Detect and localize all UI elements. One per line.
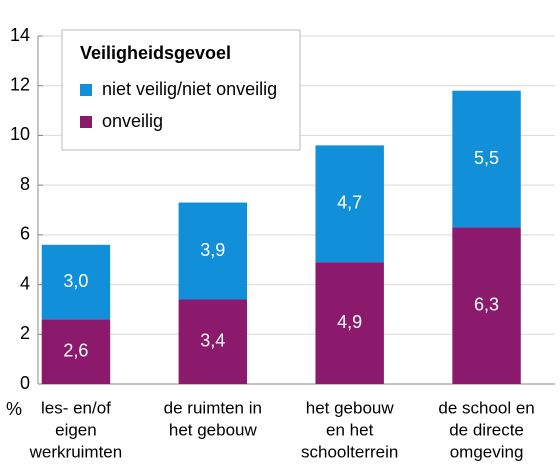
y-tick-label: 0: [20, 373, 30, 393]
y-axis-label: %: [6, 399, 22, 419]
legend-title: Veiligheidsgevoel: [80, 43, 231, 63]
bar-segment: [315, 145, 384, 263]
y-tick-label: 14: [10, 25, 30, 45]
legend-swatch: [80, 84, 92, 96]
x-tick-label: schoolterrein: [301, 442, 398, 461]
bar-segment: [315, 262, 384, 384]
y-tick-label: 12: [10, 74, 30, 94]
bar-segment: [41, 244, 111, 320]
legend-label: onveilig: [102, 111, 163, 131]
data-label: 3,0: [63, 271, 88, 291]
data-label: 6,3: [474, 294, 499, 314]
x-tick-label: het gebouw: [169, 420, 258, 439]
data-label: 3,4: [200, 330, 225, 350]
x-tick-label: eigen: [55, 420, 97, 439]
bar-segment: [452, 227, 521, 384]
bar-segment: [452, 90, 521, 228]
x-tick-label: het gebouw: [306, 398, 395, 417]
x-tick-label: de school en: [438, 398, 534, 417]
bar-segment: [178, 299, 248, 384]
data-label: 5,5: [474, 148, 499, 168]
data-label: 2,6: [63, 340, 88, 360]
data-label: 4,9: [337, 312, 362, 332]
legend-box: [61, 29, 301, 151]
x-tick-label: les- en/of: [41, 398, 111, 417]
x-tick-label: en het: [326, 420, 374, 439]
bar-segment: [41, 319, 111, 384]
x-tick-label: de directe: [449, 420, 524, 439]
data-label: 3,9: [200, 240, 225, 260]
x-tick-label: de ruimten in: [164, 398, 262, 417]
y-tick-label: 8: [20, 174, 30, 194]
y-tick-label: 4: [20, 273, 30, 293]
data-label: 4,7: [337, 193, 362, 213]
bar-segment: [178, 202, 248, 300]
legend-label: niet veilig/niet onveilig: [102, 79, 277, 99]
legend-swatch: [80, 116, 92, 128]
x-tick-label: omgeving: [450, 442, 524, 461]
x-tick-label: werkruimten: [29, 442, 123, 461]
y-tick-label: 2: [20, 323, 30, 343]
y-tick-label: 10: [10, 124, 30, 144]
y-tick-label: 6: [20, 224, 30, 244]
